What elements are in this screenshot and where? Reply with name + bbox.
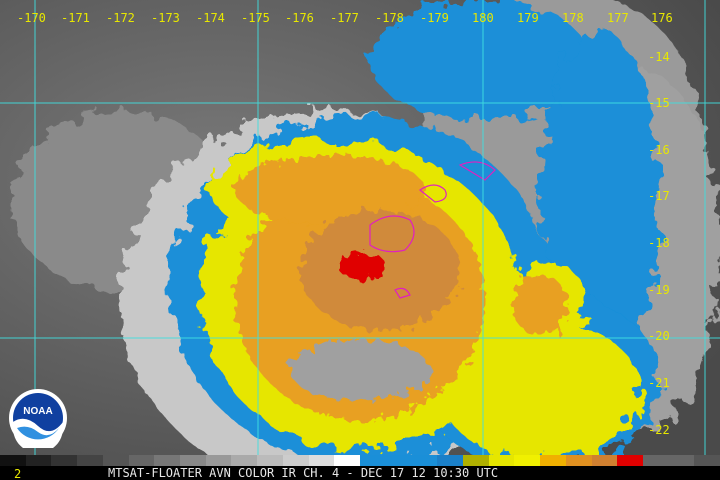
noaa-logo: NOAA bbox=[9, 389, 67, 448]
color-scale-swatch bbox=[231, 455, 258, 466]
lat-label: -17 bbox=[648, 189, 670, 203]
lat-label: -18 bbox=[648, 236, 670, 250]
lon-label: 180 bbox=[472, 11, 494, 25]
color-scale-swatch bbox=[51, 455, 78, 466]
lon-label: -171 bbox=[61, 11, 90, 25]
lon-label: -173 bbox=[151, 11, 180, 25]
color-scale-swatch bbox=[514, 455, 541, 466]
infrared-cloud-imagery bbox=[0, 0, 720, 455]
color-scale-swatch bbox=[642, 455, 669, 466]
lat-label: -14 bbox=[648, 50, 670, 64]
lon-label: -176 bbox=[285, 11, 314, 25]
frame-number: 2 bbox=[14, 467, 22, 480]
grid-lines bbox=[0, 0, 720, 455]
color-scale-swatch bbox=[257, 455, 283, 466]
color-scale-swatch bbox=[591, 455, 618, 466]
color-scale-swatch bbox=[694, 455, 720, 466]
color-scale-swatch bbox=[565, 455, 592, 466]
lat-label: -15 bbox=[648, 96, 670, 110]
lat-label: -22 bbox=[648, 423, 670, 437]
svg-text:NOAA: NOAA bbox=[23, 406, 52, 417]
color-scale-swatch bbox=[668, 455, 695, 466]
color-scale-swatch bbox=[0, 455, 26, 466]
color-scale-swatch bbox=[360, 455, 386, 466]
color-scale-swatch bbox=[488, 455, 515, 466]
color-scale-bar bbox=[0, 455, 720, 466]
color-scale-swatch bbox=[411, 455, 438, 466]
lat-label: -21 bbox=[648, 376, 670, 390]
lon-label: 178 bbox=[562, 11, 584, 25]
color-scale-swatch bbox=[540, 455, 566, 466]
image-caption: MTSAT-FLOATER AVN COLOR IR CH. 4 - DEC 1… bbox=[108, 466, 499, 480]
color-scale-swatch bbox=[102, 455, 129, 466]
color-scale-swatch bbox=[334, 455, 361, 466]
color-scale-swatch bbox=[385, 455, 412, 466]
lon-label: 177 bbox=[607, 11, 629, 25]
color-scale-swatch bbox=[128, 455, 155, 466]
lon-label: -174 bbox=[196, 11, 225, 25]
lon-label: -179 bbox=[420, 11, 449, 25]
color-scale-swatch bbox=[25, 455, 52, 466]
lon-label: -177 bbox=[330, 11, 359, 25]
lon-label: 179 bbox=[517, 11, 539, 25]
lat-label: -20 bbox=[648, 329, 670, 343]
color-scale-swatch bbox=[154, 455, 181, 466]
footer: 2 MTSAT-FLOATER AVN COLOR IR CH. 4 - DEC… bbox=[0, 466, 720, 480]
color-scale-swatch bbox=[205, 455, 232, 466]
lon-label: -175 bbox=[241, 11, 270, 25]
color-scale-swatch bbox=[180, 455, 206, 466]
color-scale-swatch bbox=[282, 455, 309, 466]
color-scale-swatch bbox=[617, 455, 643, 466]
lon-label: 176 bbox=[651, 11, 673, 25]
lat-label: -16 bbox=[648, 143, 670, 157]
lat-label: -19 bbox=[648, 283, 670, 297]
color-scale-swatch bbox=[437, 455, 463, 466]
lon-label: -170 bbox=[17, 11, 46, 25]
color-scale-swatch bbox=[462, 455, 489, 466]
color-scale-swatch bbox=[308, 455, 335, 466]
lon-label: -172 bbox=[106, 11, 135, 25]
lon-label: -178 bbox=[375, 11, 404, 25]
color-scale-swatch bbox=[77, 455, 103, 466]
